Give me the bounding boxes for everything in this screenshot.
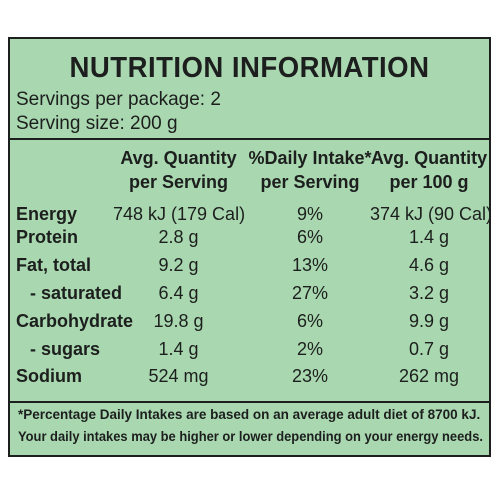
daily-intake-value: 23%: [291, 366, 329, 386]
table-row: Sodium 524 mg 23% 262 mg: [10, 366, 489, 389]
row-label: - saturated: [30, 283, 123, 303]
per-serving-value: 1.4 g: [158, 339, 199, 359]
footnote-line: *Percentage Daily Intakes are based on a…: [18, 407, 481, 422]
panel-title: NUTRITION INFORMATION: [69, 52, 430, 84]
per-serving-value: 524 mg: [148, 366, 209, 386]
row-label: - sugars: [30, 339, 101, 359]
header-divider: [10, 138, 489, 140]
serving-size: Serving size: 200 g: [16, 113, 178, 134]
per-serving-value: 6.4 g: [158, 283, 199, 303]
daily-intake-value: 9%: [296, 204, 323, 224]
row-label: Energy: [16, 204, 78, 224]
row-label: Fat, total: [16, 255, 91, 275]
table-row: Fat, total 9.2 g 13% 4.6 g: [10, 255, 489, 278]
column-header-daily-intake: %Daily Intake* per Serving: [244, 146, 376, 194]
row-label: Carbohydrate: [16, 311, 134, 331]
per-100g-value: 1.4 g: [408, 227, 450, 247]
per-serving-value: 19.8 g: [153, 311, 204, 331]
table-row: Carbohydrate 19.8 g 6% 9.9 g: [10, 311, 489, 334]
per-serving-value: 9.2 g: [158, 255, 199, 275]
row-label: Protein: [16, 227, 79, 247]
nutrition-panel: NUTRITION INFORMATION Servings per packa…: [8, 37, 491, 457]
table-row: - saturated 6.4 g 27% 3.2 g: [10, 283, 489, 306]
per-serving-value: 748 kJ (179 Cal): [113, 204, 246, 224]
per-100g-value: 374 kJ (90 Cal): [370, 204, 491, 224]
per-100g-value: 4.6 g: [408, 255, 450, 275]
row-label: Sodium: [16, 366, 82, 386]
per-100g-value: 9.9 g: [408, 311, 450, 331]
daily-intake-value: 6%: [296, 227, 323, 247]
table-row: Protein 2.8 g 6% 1.4 g: [10, 227, 489, 250]
column-header-line: Avg. Quantity: [370, 148, 488, 168]
daily-intake-value: 27%: [291, 283, 329, 303]
per-serving-value: 2.8 g: [158, 227, 199, 247]
column-header-line: Avg. Quantity: [120, 148, 237, 168]
per-100g-value: 3.2 g: [408, 283, 450, 303]
daily-intake-value: 2%: [296, 339, 323, 359]
daily-intake-value: 13%: [291, 255, 329, 275]
footnote-divider: [10, 401, 489, 403]
per-100g-value: 0.7 g: [408, 339, 450, 359]
column-header-avg-per-serving: Avg. Quantity per Serving: [113, 146, 244, 194]
column-header-line: per Serving: [128, 172, 229, 192]
column-header-line: per 100 g: [389, 172, 469, 192]
column-header-line: %Daily Intake*: [248, 148, 372, 168]
daily-intake-value: 6%: [296, 311, 323, 331]
footnote-line: Your daily intakes may be higher or lowe…: [18, 429, 483, 444]
panel-header: NUTRITION INFORMATION Servings per packa…: [10, 39, 489, 137]
per-100g-value: 262 mg: [398, 366, 460, 386]
table-row: Energy 748 kJ (179 Cal) 9% 374 kJ (90 Ca…: [10, 204, 489, 227]
column-header-avg-per-100g: Avg. Quantity per 100 g: [370, 146, 488, 194]
table-row: - sugars 1.4 g 2% 0.7 g: [10, 339, 489, 362]
column-header-line: per Serving: [260, 172, 360, 192]
servings-per-package: Servings per package: 2: [16, 89, 221, 110]
